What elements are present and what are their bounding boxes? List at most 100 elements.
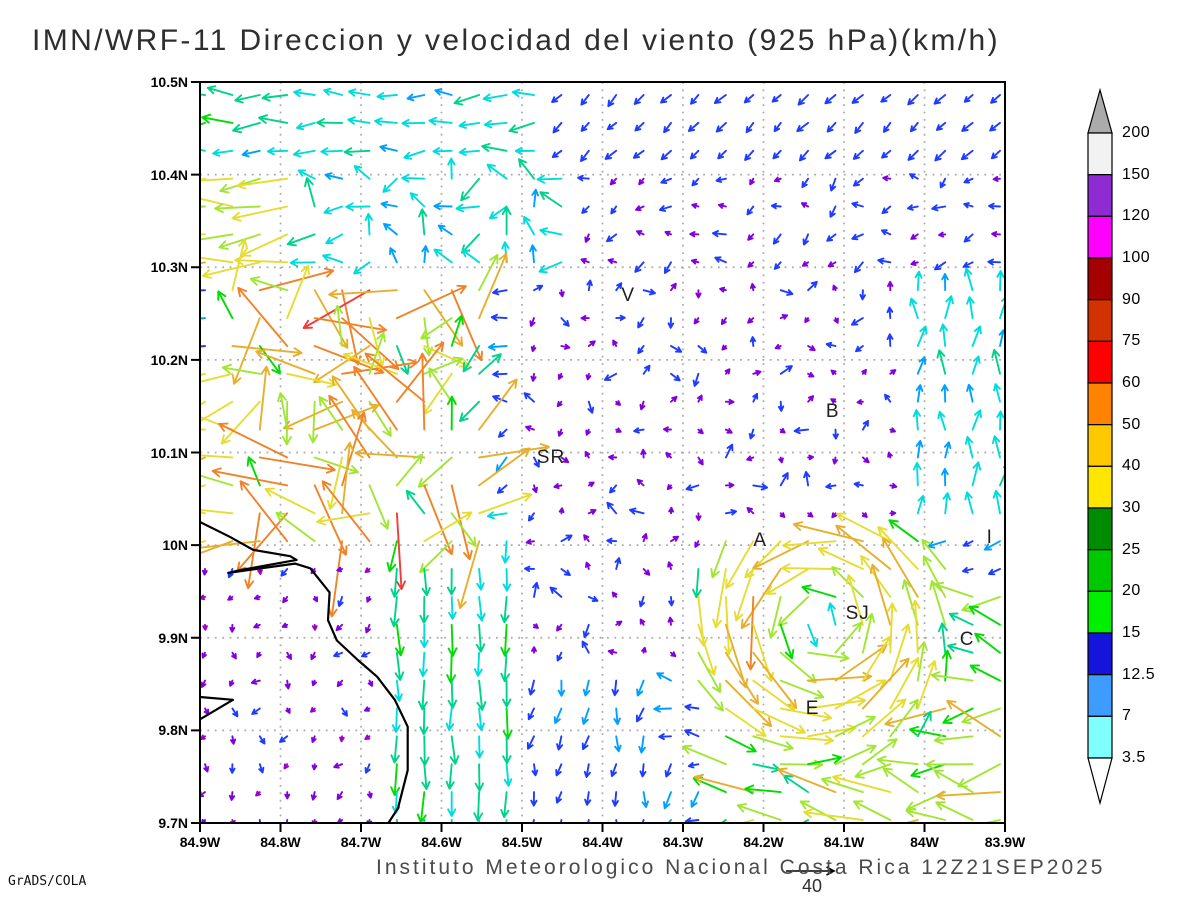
wind-arrow <box>963 202 974 209</box>
wind-arrow <box>584 561 591 570</box>
wind-arrow <box>492 394 508 403</box>
wind-arrow <box>746 205 755 216</box>
wind-arrow <box>746 506 755 515</box>
wind-arrow <box>419 623 429 649</box>
colorbar-segment <box>1087 424 1113 467</box>
wind-arrow <box>421 568 431 597</box>
wind-arrow <box>663 261 672 274</box>
wind-arrow <box>642 568 651 576</box>
wind-arrow <box>724 428 733 434</box>
wind-arrow <box>218 233 261 250</box>
wind-arrow <box>817 547 864 570</box>
wind-arrow <box>478 378 518 431</box>
wind-arrow <box>740 568 782 630</box>
wind-arrow <box>638 177 645 186</box>
wind-arrow <box>376 92 398 101</box>
wind-arrow <box>514 146 535 155</box>
wind-arrow <box>933 581 974 598</box>
wind-arrow <box>217 290 234 320</box>
wind-arrow <box>394 651 405 681</box>
wind-arrow <box>832 773 892 794</box>
wind-arrow <box>667 561 674 570</box>
wind-arrow <box>313 317 387 334</box>
wind-arrow <box>690 258 700 265</box>
wind-arrow <box>663 791 672 810</box>
wind-arrow <box>933 769 974 794</box>
wind-arrow <box>557 428 564 437</box>
wind-arrow <box>366 791 373 799</box>
wind-arrow <box>457 540 481 610</box>
wind-arrow <box>379 144 398 152</box>
wind-arrow <box>200 177 234 182</box>
wind-arrow <box>987 258 1001 266</box>
wind-arrow <box>963 94 974 103</box>
wind-arrow <box>447 791 457 817</box>
colorbar-tick-label: 120 <box>1122 207 1151 225</box>
wind-arrow <box>580 94 590 106</box>
wind-arrow <box>948 612 974 626</box>
wind-arrow <box>524 565 535 573</box>
wind-arrow <box>667 317 675 329</box>
wind-arrow <box>458 120 481 129</box>
colorbar-over-arrow <box>1087 87 1113 134</box>
wind-arrow <box>293 88 316 98</box>
wind-arrow <box>889 698 919 738</box>
wind-arrow <box>935 790 1001 801</box>
wind-arrow <box>752 735 794 752</box>
wind-arrow <box>637 317 645 329</box>
wind-arrow <box>311 623 318 631</box>
chart-title: IMN/WRF-11 Direccion y velocidad del vie… <box>32 24 1000 57</box>
wind-arrow <box>752 483 769 491</box>
wind-arrow <box>853 481 864 488</box>
wind-arrow <box>420 317 453 340</box>
wind-arrow <box>937 410 947 431</box>
wind-arrow <box>502 707 513 740</box>
station-label-v: V <box>621 284 636 306</box>
wind-arrow <box>946 699 1001 738</box>
colorbar-tick-label: 50 <box>1122 415 1141 433</box>
wind-arrow <box>241 149 261 158</box>
x-tick-label: 84.3W <box>662 834 704 850</box>
wind-arrow <box>851 94 864 104</box>
wind-arrow <box>832 284 838 292</box>
wind-arrow <box>889 657 920 710</box>
wind-arrow <box>200 400 206 407</box>
wind-arrow <box>450 289 484 362</box>
wind-arrow <box>333 651 344 658</box>
wind-arrow <box>368 484 390 530</box>
wind-arrow <box>971 461 982 487</box>
colorbar-segment <box>1087 382 1113 426</box>
wind-arrow <box>929 580 947 626</box>
wind-arrow <box>389 247 398 264</box>
wind-arrow <box>395 453 424 487</box>
wind-arrow <box>660 94 672 104</box>
wind-arrow <box>549 586 563 598</box>
wind-arrow <box>744 149 755 161</box>
wind-arrow <box>861 456 870 464</box>
wind-arrow <box>354 448 426 459</box>
wind-arrow <box>609 177 618 186</box>
wind-arrow <box>403 149 426 160</box>
wind-arrow <box>539 191 563 208</box>
wind-arrow <box>360 651 371 658</box>
wind-arrow <box>717 202 727 209</box>
wind-arrow <box>660 177 672 185</box>
wind-arrow <box>745 121 755 134</box>
x-tick-label: 84.6W <box>421 834 462 850</box>
wind-arrow <box>770 202 782 210</box>
wind-arrow <box>852 177 864 187</box>
wind-arrow <box>991 348 1001 375</box>
wind-arrow <box>555 763 563 777</box>
wind-arrow <box>258 456 336 474</box>
wind-arrow <box>941 468 949 487</box>
wind-arrow <box>724 508 738 516</box>
wind-arrow <box>316 118 344 128</box>
wind-arrow <box>416 791 427 823</box>
wind-arrow <box>556 400 563 408</box>
wind-arrow <box>889 369 897 375</box>
wind-arrow <box>232 317 261 385</box>
wind-arrow <box>830 369 837 376</box>
wind-arrow <box>347 88 371 97</box>
wind-arrow <box>251 707 261 715</box>
wind-arrow <box>419 707 429 736</box>
